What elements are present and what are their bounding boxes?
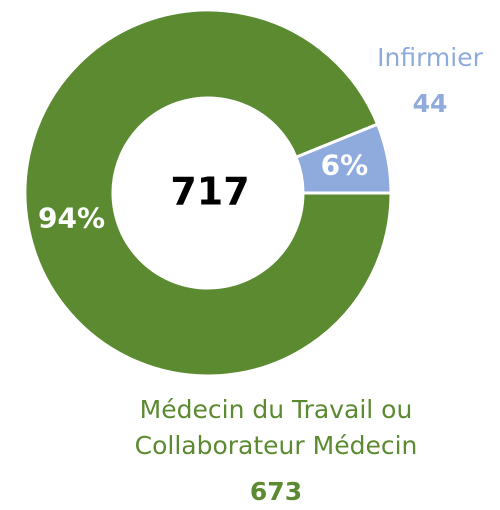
- value-label: 673: [249, 477, 303, 506]
- percent-label: 6%: [321, 148, 369, 181]
- category-label: Médecin du Travail ou Collaborateur Méde…: [134, 395, 418, 460]
- donut-slice: [23, 8, 393, 378]
- center-total: 717: [170, 170, 249, 214]
- percent-label: 94%: [38, 202, 105, 235]
- value-label: 44: [412, 89, 448, 118]
- donut-slice: [294, 122, 393, 195]
- category-label: Infirmier: [377, 43, 483, 72]
